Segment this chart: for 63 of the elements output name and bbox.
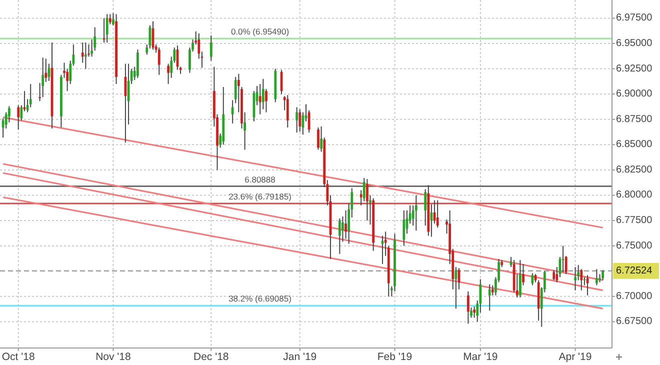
candlestick bbox=[574, 266, 576, 291]
candlestick bbox=[296, 106, 298, 134]
candlestick bbox=[602, 270, 604, 281]
candlestick bbox=[466, 290, 470, 324]
x-tick-label: Jan '19 bbox=[283, 351, 317, 363]
x-tick-label: Apr '19 bbox=[558, 351, 592, 363]
candlestick bbox=[23, 90, 26, 112]
candlestick bbox=[286, 94, 289, 128]
y-tick-label: 6.90000 bbox=[616, 88, 653, 100]
candlestick bbox=[436, 200, 439, 228]
y-tick-label: 6.77500 bbox=[616, 215, 653, 226]
candlestick bbox=[90, 38, 93, 58]
candlestick bbox=[42, 57, 44, 98]
candlestick bbox=[167, 63, 170, 84]
candlestick bbox=[414, 194, 418, 232]
candlestick bbox=[298, 108, 302, 132]
candlestick bbox=[108, 14, 112, 25]
y-tick-label: 6.87500 bbox=[616, 114, 653, 125]
candlestick bbox=[210, 34, 212, 62]
y-tick-label: 6.92500 bbox=[616, 63, 653, 74]
y-tick-label: 6.85000 bbox=[616, 139, 653, 150]
candlestick bbox=[402, 210, 406, 246]
candlestick bbox=[522, 264, 524, 286]
candlestick bbox=[317, 126, 320, 150]
candlestick bbox=[231, 100, 234, 124]
candlestick bbox=[366, 178, 368, 222]
y-tick-label: 6.82500 bbox=[616, 164, 653, 176]
candlestick bbox=[106, 14, 108, 43]
x-tick-label: Nov '18 bbox=[96, 351, 132, 363]
x-tick-label: Feb '19 bbox=[377, 351, 412, 363]
ref-line-label: 6.80888 bbox=[244, 174, 276, 184]
y-tick-label: 6.95000 bbox=[616, 38, 653, 49]
candlestick bbox=[38, 82, 41, 102]
candlestick bbox=[84, 42, 87, 70]
x-tick-label: Oct '18 bbox=[2, 351, 35, 363]
ref-line-label: 23.6% (6.79185) bbox=[228, 191, 292, 202]
y-tick-label: 6.75000 bbox=[616, 240, 653, 252]
ref-line-label: 38.2% (6.69085) bbox=[228, 294, 292, 304]
y-tick-label: 6.97500 bbox=[616, 12, 653, 24]
candlestick bbox=[519, 259, 522, 298]
candlestick bbox=[488, 284, 491, 312]
candlestick bbox=[258, 83, 262, 115]
candlestick bbox=[580, 268, 583, 291]
candlestick bbox=[17, 104, 20, 130]
candlestick bbox=[454, 266, 458, 310]
candlestick bbox=[531, 272, 534, 286]
candlestick bbox=[360, 190, 362, 206]
candlestick bbox=[552, 270, 556, 281]
x-tick-label: Dec '18 bbox=[194, 351, 229, 363]
candlestick bbox=[491, 284, 494, 296]
candlestick bbox=[265, 88, 268, 113]
x-tick-label: Mar '19 bbox=[463, 351, 498, 363]
candlestick bbox=[338, 218, 341, 254]
candlestick bbox=[136, 49, 139, 78]
candlestick bbox=[596, 268, 598, 286]
y-tick-label: 6.80000 bbox=[616, 190, 653, 201]
candlestick bbox=[586, 274, 589, 296]
y-tick-label: 6.70000 bbox=[616, 290, 653, 302]
candlestick bbox=[473, 306, 476, 318]
ref-line-label: 6.72524 bbox=[616, 265, 653, 276]
candlestick bbox=[158, 47, 160, 76]
y-tick-label: 6.67500 bbox=[616, 316, 653, 328]
ref-line-label: 0.0% (6.95490) bbox=[230, 26, 290, 37]
